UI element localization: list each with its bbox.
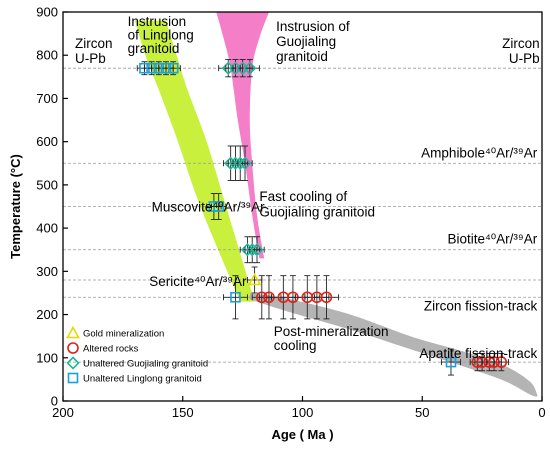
x-tick-label: 150 bbox=[172, 405, 194, 420]
annotation-guojialing-intrusion-line-0: Instrusion of bbox=[276, 19, 350, 34]
marker-square bbox=[230, 291, 241, 303]
annotation-post-mineralization-line-0: Post-mineralization bbox=[274, 324, 389, 339]
y-tick-label: 0 bbox=[51, 394, 58, 409]
label-biotite: Biotite⁴⁰Ar/³⁹Ar bbox=[447, 232, 537, 247]
legend-item-altered-rocks: Altered rocks bbox=[67, 342, 139, 355]
cooling-bands bbox=[134, 12, 538, 397]
band-guojialing-granitoid-cooling-path bbox=[216, 12, 269, 259]
marker-diamond bbox=[233, 156, 247, 170]
legend: Gold mineralization Altered rocks Unaltere… bbox=[66, 325, 208, 385]
label-amphibole: Amphibole⁴⁰Ar/³⁹Ar bbox=[421, 145, 538, 160]
y-tick-label: 800 bbox=[36, 48, 58, 63]
legend-label: Altered rocks bbox=[83, 344, 139, 355]
y-tick-label: 500 bbox=[36, 177, 58, 192]
marker-circle bbox=[495, 356, 508, 368]
label-sericite: Sericite⁴⁰Ar/³⁹Ar bbox=[149, 274, 247, 289]
x-axis-title: Age ( Ma ) bbox=[271, 427, 333, 442]
x-tick-label: 200 bbox=[52, 405, 74, 420]
marker-square bbox=[213, 201, 224, 212]
annotation-post-mineralization-line-1: cooling bbox=[274, 338, 317, 353]
y-axis-title: Temperature (°C) bbox=[8, 154, 23, 259]
legend-label: Gold mineralization bbox=[83, 329, 164, 340]
x-tick-label: 0 bbox=[538, 405, 545, 420]
annotation-fast-cooling-line-1: Guojialing granitoid bbox=[259, 205, 375, 220]
annotations: Amphibole⁴⁰Ar/³⁹Ar Muscovite⁴⁰Ar/³⁹Ar Biot… bbox=[75, 14, 540, 361]
label-muscovite: Muscovite⁴⁰Ar/³⁹Ar bbox=[152, 200, 266, 215]
data-point-unaltered-guojialing-granitoid-7 bbox=[237, 145, 253, 182]
annotation-guojialing-intrusion-line-1: Guojialing bbox=[276, 34, 336, 49]
marker-circle bbox=[320, 291, 333, 304]
band-linglong-granitoid-cooling-path bbox=[134, 20, 255, 302]
annotation-linglong-intrusion-line-2: granitoid bbox=[128, 41, 180, 56]
data-point-unaltered-linglong-granitoid-4 bbox=[165, 61, 181, 76]
data-point-unaltered-linglong-granitoid-6 bbox=[211, 193, 227, 220]
data-point-unaltered-guojialing-granitoid-3 bbox=[239, 59, 260, 78]
annotation-zircon-upb-left-line-1: U-Pb bbox=[75, 51, 106, 66]
marker-diamond bbox=[245, 243, 259, 257]
annotation-linglong-intrusion-line-1: of Linglong bbox=[128, 28, 194, 43]
data-point-unaltered-linglong-granitoid-7 bbox=[223, 275, 248, 320]
data-point-altered-rocks-11 bbox=[493, 353, 509, 372]
legend-marker-triangle bbox=[66, 325, 80, 339]
series-altered-rocks bbox=[251, 275, 509, 372]
legend-item-gold-mineralization: Gold mineralization bbox=[66, 325, 164, 340]
legend-label: Unaltered Linglong granitoid bbox=[83, 374, 202, 385]
y-tick-label: 700 bbox=[36, 91, 58, 106]
band-post-mineralization-cooling-path bbox=[249, 292, 538, 397]
marker-triangle bbox=[247, 272, 262, 286]
legend-marker-square bbox=[67, 372, 79, 384]
data-point-unaltered-guojialing-granitoid-6 bbox=[232, 145, 248, 182]
marker-diamond bbox=[224, 156, 238, 170]
marker-diamond bbox=[238, 156, 252, 170]
x-tick-label: 50 bbox=[415, 405, 429, 420]
y-tick-label: 100 bbox=[36, 350, 58, 365]
y-tick-label: 900 bbox=[36, 5, 58, 20]
data-point-unaltered-linglong-granitoid-8 bbox=[440, 348, 462, 376]
series-unaltered-linglong-granitoid bbox=[136, 61, 462, 376]
y-tick-label: 200 bbox=[36, 307, 58, 322]
annotation-guojialing-intrusion-line-2: granitoid bbox=[276, 49, 328, 64]
annotation-zircon-upb-left-line-0: Zircon bbox=[75, 36, 113, 51]
marker-diamond bbox=[250, 243, 264, 257]
legend-item-unaltered-linglong-granitoid: Unaltered Linglong granitoid bbox=[67, 372, 202, 385]
legend-marker-diamond bbox=[66, 356, 80, 370]
series-unaltered-guojialing-granitoid bbox=[218, 59, 265, 264]
marker-diamond bbox=[243, 61, 257, 75]
annotation-fast-cooling-line-0: Fast cooling of bbox=[259, 189, 347, 204]
data-point-unaltered-guojialing-granitoid-10 bbox=[249, 236, 265, 264]
x-tick-label: 100 bbox=[292, 405, 314, 420]
legend-marker-circle bbox=[67, 342, 79, 354]
legend-label: Unaltered Guojialing granitoid bbox=[83, 359, 208, 370]
marker-diamond bbox=[228, 156, 243, 170]
annotation-zircon-upb-right-line-0: Zircon bbox=[502, 36, 540, 51]
marker-diamond bbox=[240, 243, 255, 257]
data-point-altered-rocks-6 bbox=[314, 275, 339, 320]
y-tick-label: 300 bbox=[36, 264, 58, 279]
marker-square bbox=[167, 62, 179, 74]
data-points bbox=[136, 59, 509, 376]
label-apatite-fission-track: Apatite fission-track bbox=[419, 346, 537, 361]
label-zircon-fission-track: Zircon fission-track bbox=[424, 298, 538, 313]
axes: 200 150 100 50 00100200300400500600700800900… bbox=[8, 5, 546, 443]
y-tick-label: 400 bbox=[36, 221, 58, 236]
y-tick-label: 600 bbox=[36, 134, 58, 149]
annotation-zircon-upb-right-line-1: U-Pb bbox=[509, 51, 540, 66]
marker-square bbox=[445, 356, 457, 368]
annotation-linglong-intrusion-line-0: Instrusion bbox=[128, 14, 187, 29]
legend-item-unaltered-guojialing-granitoid: Unaltered Guojialing granitoid bbox=[66, 356, 208, 370]
